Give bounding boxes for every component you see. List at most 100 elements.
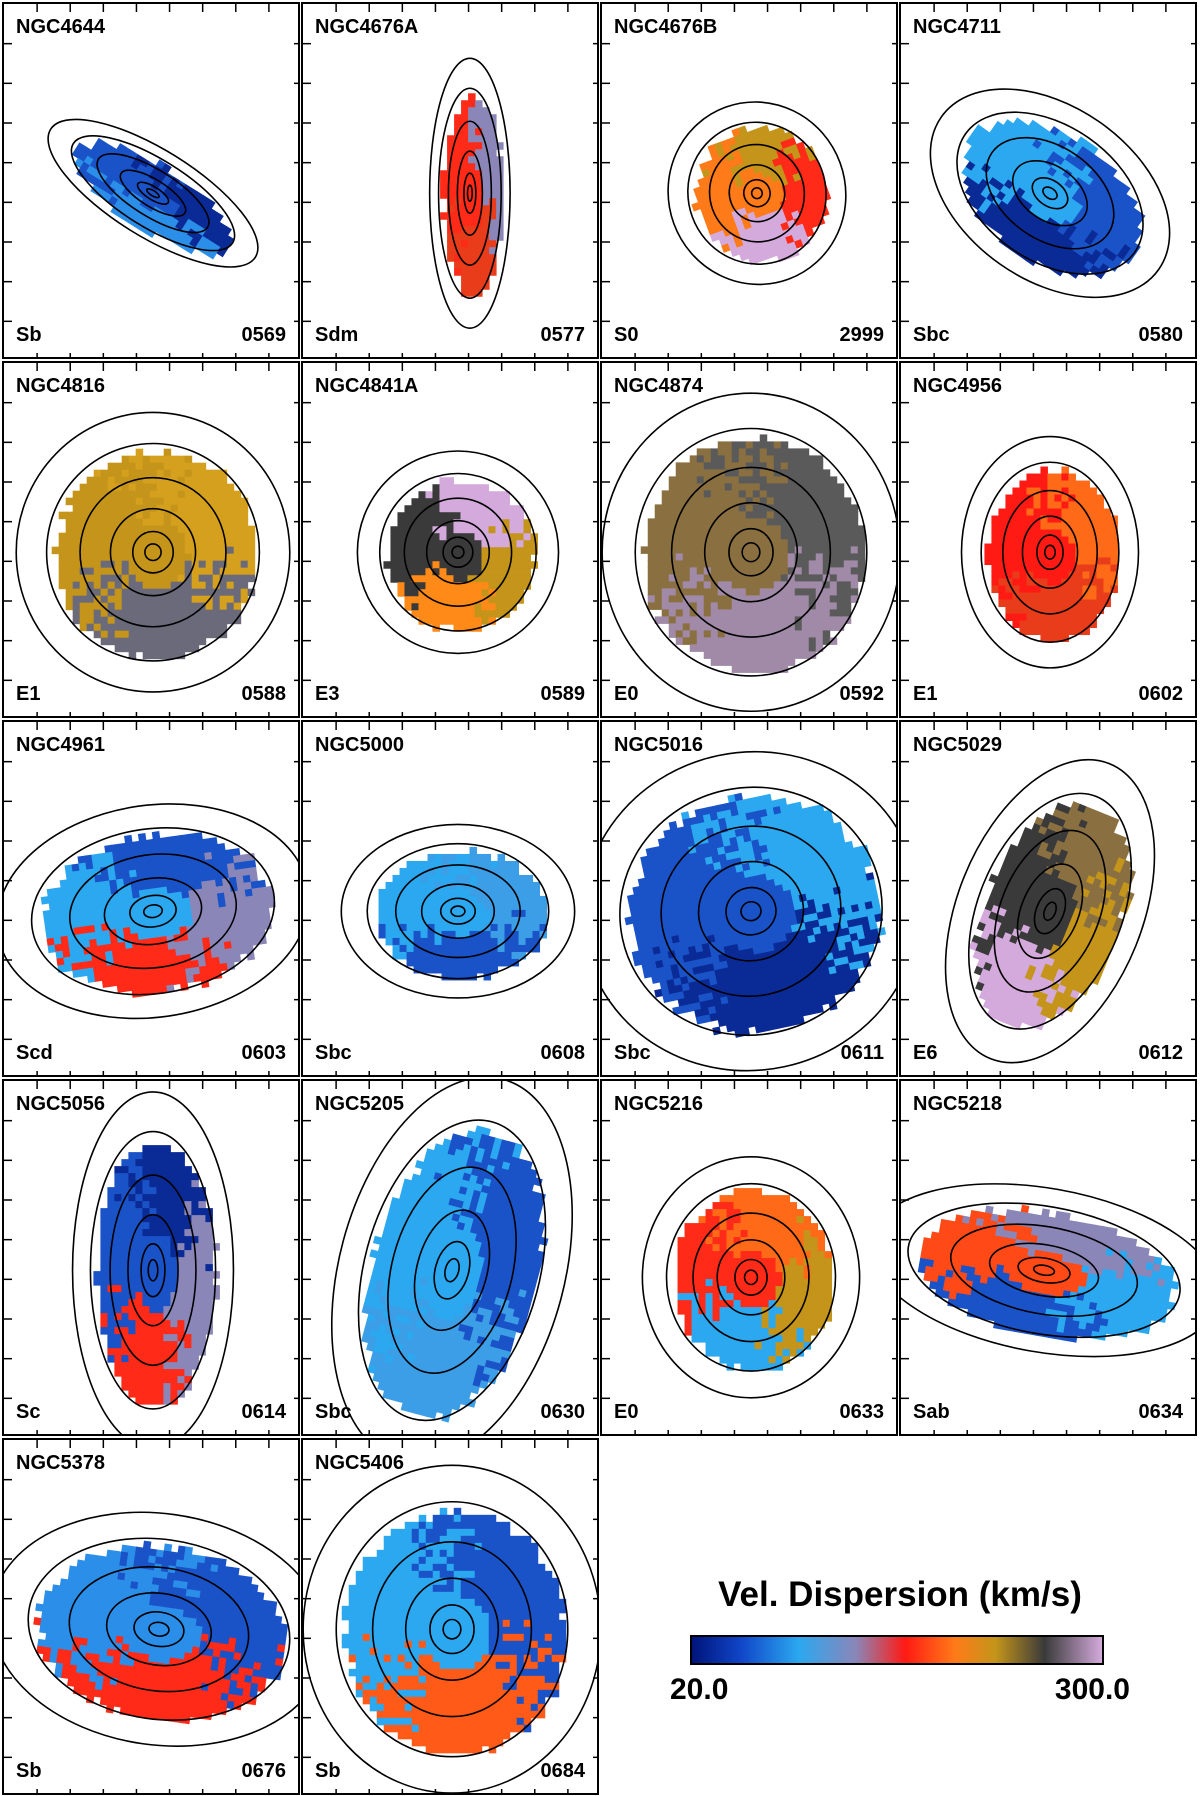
califa-id: 2999: [839, 324, 885, 346]
califa-id: 0608: [540, 1042, 586, 1064]
califa-id: 0588: [241, 683, 287, 705]
velocity-map: [602, 722, 896, 1075]
velocity-map: [4, 1440, 298, 1793]
morphological-type: E1: [913, 683, 938, 705]
galaxy-name: NGC4961: [16, 734, 105, 756]
isophote-contours: [4, 803, 298, 1020]
dispersion-field: [341, 1507, 567, 1754]
colorbar-title: Vel. Dispersion (km/s): [718, 1575, 1082, 1614]
velocity-map: [303, 4, 597, 357]
isophote-contours: [340, 823, 576, 999]
galaxy-name: NGC5406: [315, 1452, 404, 1474]
isophote-contours: [330, 1081, 574, 1434]
velocity-map: [602, 4, 896, 357]
velocity-map: [901, 1081, 1195, 1434]
velocity-map: [4, 722, 298, 1075]
galaxy-name: NGC5016: [614, 734, 703, 756]
isophote-contours: [47, 118, 259, 268]
morphological-type: E3: [315, 683, 340, 705]
morphological-type: Sbc: [614, 1042, 651, 1064]
galaxy-name: NGC4874: [614, 375, 703, 397]
califa-id: 0569: [241, 324, 287, 346]
morphological-type: E0: [614, 683, 639, 705]
velocity-map: [602, 363, 896, 716]
isophote-contours: [356, 450, 560, 655]
isophote-contours: [428, 57, 511, 329]
isophote-contours: [602, 750, 896, 1072]
califa-id: 0633: [839, 1401, 885, 1423]
velocity-map: [4, 1081, 298, 1434]
galaxy-panel: NGC4676B S0 2999: [600, 2, 898, 359]
galaxy-panel: NGC4956 E1 0602: [899, 361, 1197, 718]
galaxy-panel: NGC5378 Sb 0676: [2, 1438, 300, 1795]
morphological-type: Scd: [16, 1042, 53, 1064]
velocity-map: [901, 363, 1195, 716]
galaxy-panel: NGC4961 Scd 0603: [2, 720, 300, 1077]
isophote-contours: [15, 411, 291, 693]
galaxy-name: NGC5218: [913, 1093, 1002, 1115]
califa-id: 0684: [540, 1760, 586, 1782]
galaxy-name: NGC5205: [315, 1093, 404, 1115]
morphological-type: E1: [16, 683, 41, 705]
isophote-contours: [944, 758, 1156, 1064]
velocity-map: [901, 722, 1195, 1075]
isophote-contours: [4, 1511, 298, 1747]
isophote-contours: [667, 101, 847, 286]
dispersion-field: [961, 117, 1146, 280]
dispersion-field: [640, 434, 866, 673]
galaxy-panel: NGC5016 Sbc 0611: [600, 720, 898, 1077]
galaxy-panel: NGC5216 E0 0633: [600, 1079, 898, 1436]
morphological-type: Sc: [16, 1401, 41, 1423]
dispersion-field: [624, 792, 887, 1038]
colorbar-min-label: 20.0: [670, 1673, 729, 1706]
galaxy-panel: NGC4676A Sdm 0577: [301, 2, 599, 359]
califa-id: 0634: [1138, 1401, 1184, 1423]
galaxy-name: NGC5378: [16, 1452, 105, 1474]
galaxy-panel: NGC4841A E3 0589: [301, 361, 599, 718]
dispersion-field: [383, 477, 538, 632]
galaxy-name: NGC4676A: [315, 16, 419, 38]
colorbar-gradient: [690, 1635, 1104, 1665]
califa-id: 0676: [241, 1760, 287, 1782]
isophote-contours: [641, 1156, 861, 1399]
califa-id: 0603: [241, 1042, 287, 1064]
morphological-type: E6: [913, 1042, 938, 1064]
dispersion-field: [361, 1125, 549, 1423]
califa-id: 0580: [1138, 324, 1184, 346]
velocity-map: [4, 4, 298, 357]
morphological-type: S0: [614, 324, 639, 346]
morphological-type: Sdm: [315, 324, 359, 346]
califa-id: 0611: [840, 1042, 884, 1064]
galaxy-panel: NGC5218 Sab 0634: [899, 1079, 1197, 1436]
morphological-type: Sb: [315, 1760, 341, 1782]
morphological-type: Sab: [913, 1401, 950, 1423]
isophote-contours: [303, 1464, 597, 1793]
dispersion-field: [33, 1540, 289, 1725]
galaxy-panel: NGC5000 Sbc 0608: [301, 720, 599, 1077]
velocity-map: [303, 1081, 597, 1434]
galaxy-panel: NGC4874 E0 0592: [600, 361, 898, 718]
califa-id: 0592: [839, 683, 885, 705]
califa-id: 0614: [241, 1401, 287, 1423]
dispersion-field: [691, 124, 832, 266]
galaxy-panel: NGC5406 Sb 0684: [301, 1438, 599, 1795]
galaxy-name: NGC5216: [614, 1093, 703, 1115]
dispersion-field: [968, 801, 1137, 1031]
galaxy-name: NGC4644: [16, 16, 105, 38]
isophote-contours: [960, 435, 1140, 669]
morphological-type: Sbc: [913, 324, 950, 346]
morphological-type: E0: [614, 1401, 639, 1423]
galaxy-name: NGC5056: [16, 1093, 105, 1115]
velocity-map: [303, 722, 597, 1075]
colorbar-max-label: 300.0: [1054, 1673, 1130, 1706]
galaxy-panel: NGC4816 E1 0588: [2, 361, 300, 718]
morphological-type: Sbc: [315, 1401, 352, 1423]
isophote-contours: [901, 1183, 1195, 1358]
velocity-map: [602, 1081, 896, 1434]
dispersion-field: [71, 137, 235, 260]
velocity-map: [303, 1440, 597, 1793]
galaxy-name: NGC4676B: [614, 16, 718, 38]
galaxy-name: NGC5000: [315, 734, 404, 756]
galaxy-panel: NGC5056 Sc 0614: [2, 1079, 300, 1436]
